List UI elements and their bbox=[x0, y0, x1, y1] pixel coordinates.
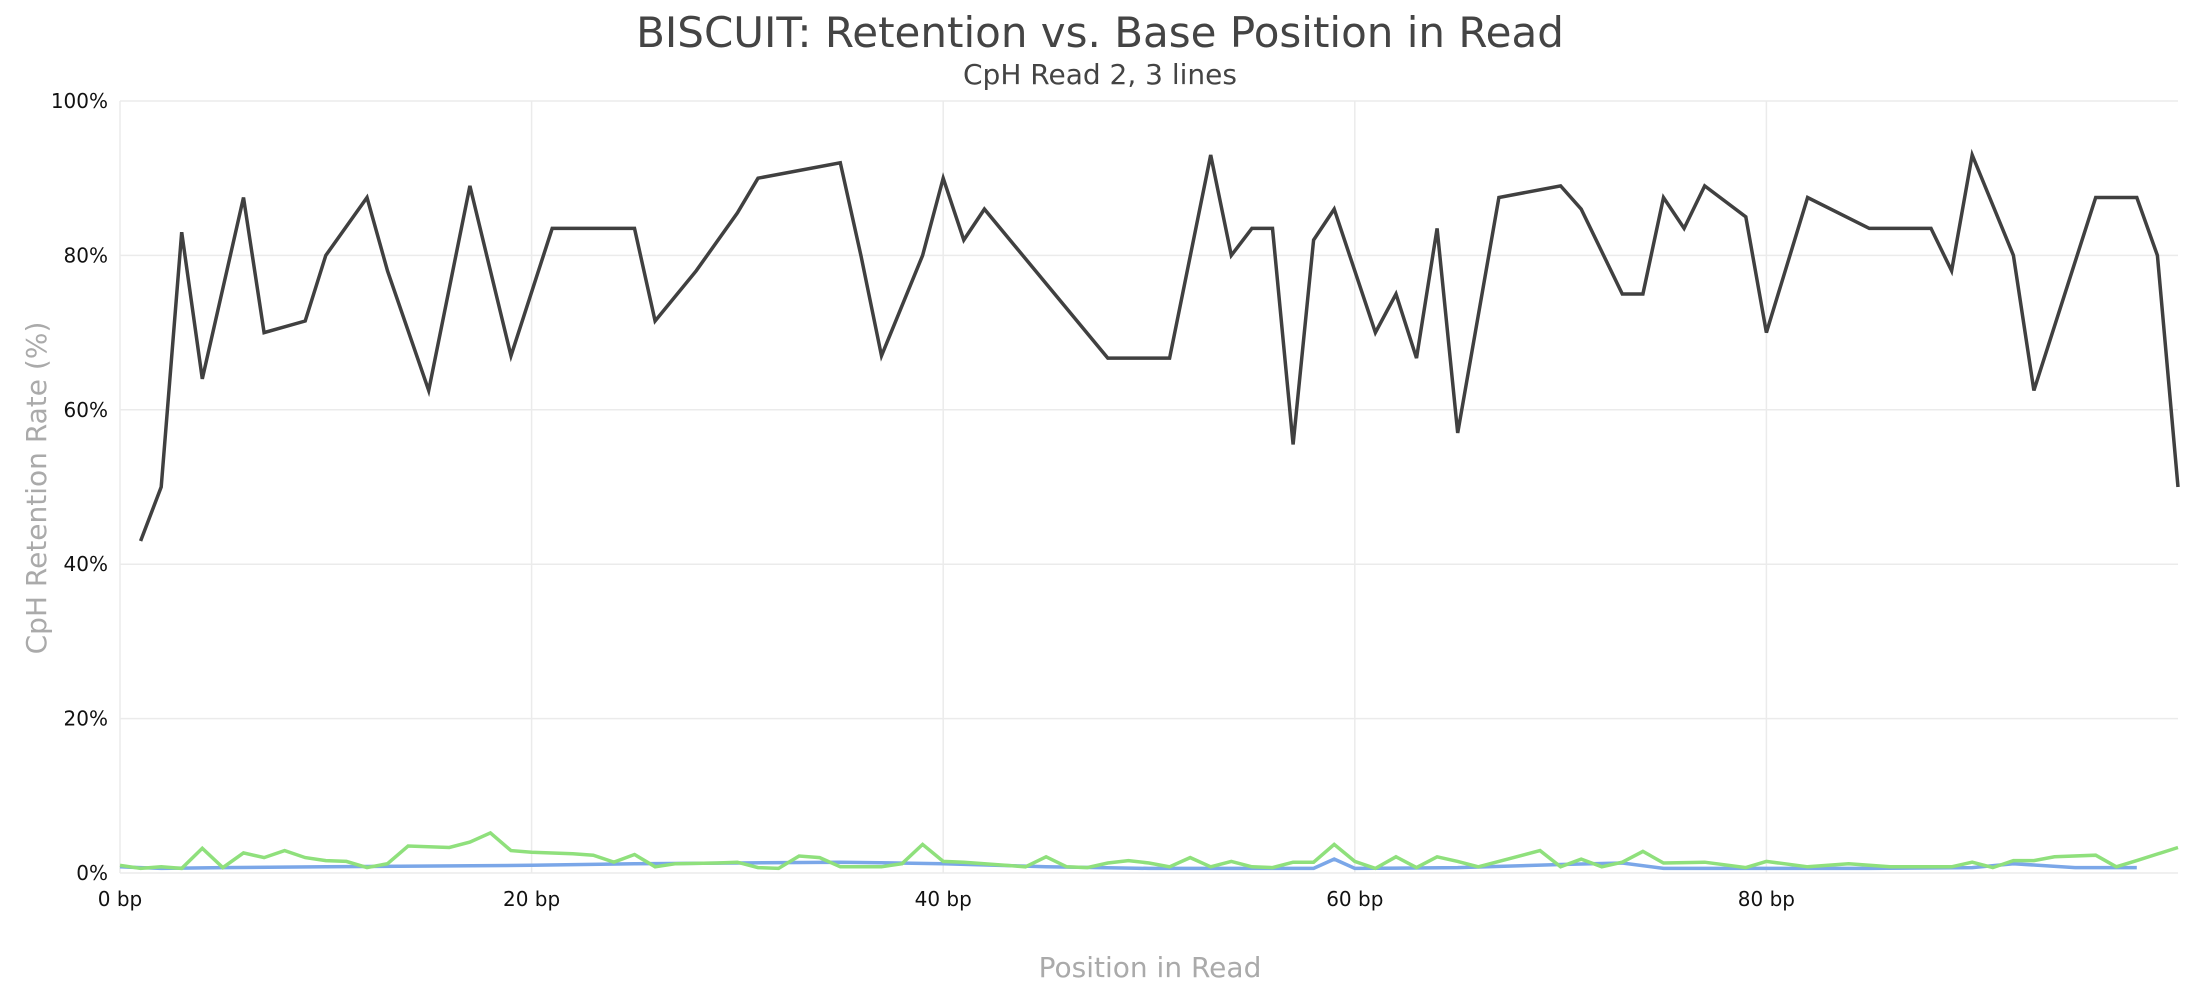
chart-title: BISCUIT: Retention vs. Base Position in … bbox=[636, 8, 1564, 57]
tick-labels: 0% 20% 40% 60% 80% 100% 0 bp 20 bp 40 bp 60 bp 80 … bbox=[51, 89, 1795, 911]
x-tick-label: 40 bp bbox=[915, 887, 972, 911]
grid-lines bbox=[119, 100, 2178, 874]
x-axis-label: Position in Read bbox=[1039, 951, 1262, 984]
chart-subtitle: CpH Read 2, 3 lines bbox=[963, 58, 1237, 91]
series-line-1 bbox=[138, 148, 2180, 542]
y-tick-label: 20% bbox=[64, 707, 108, 731]
x-tick-label: 60 bp bbox=[1326, 887, 1383, 911]
series-layer bbox=[119, 148, 2180, 871]
series-line-3 bbox=[119, 830, 2179, 871]
y-tick-label: 80% bbox=[64, 243, 108, 267]
series-line-2 bbox=[119, 857, 2137, 871]
x-tick-label: 80 bp bbox=[1738, 887, 1795, 911]
y-tick-label: 60% bbox=[64, 398, 108, 422]
y-tick-label: 0% bbox=[76, 861, 108, 885]
y-tick-label: 40% bbox=[64, 552, 108, 576]
x-tick-label: 0 bp bbox=[98, 887, 142, 911]
y-tick-label: 100% bbox=[51, 89, 108, 113]
y-axis-label: CpH Retention Rate (%) bbox=[20, 322, 53, 655]
x-tick-label: 20 bp bbox=[503, 887, 560, 911]
